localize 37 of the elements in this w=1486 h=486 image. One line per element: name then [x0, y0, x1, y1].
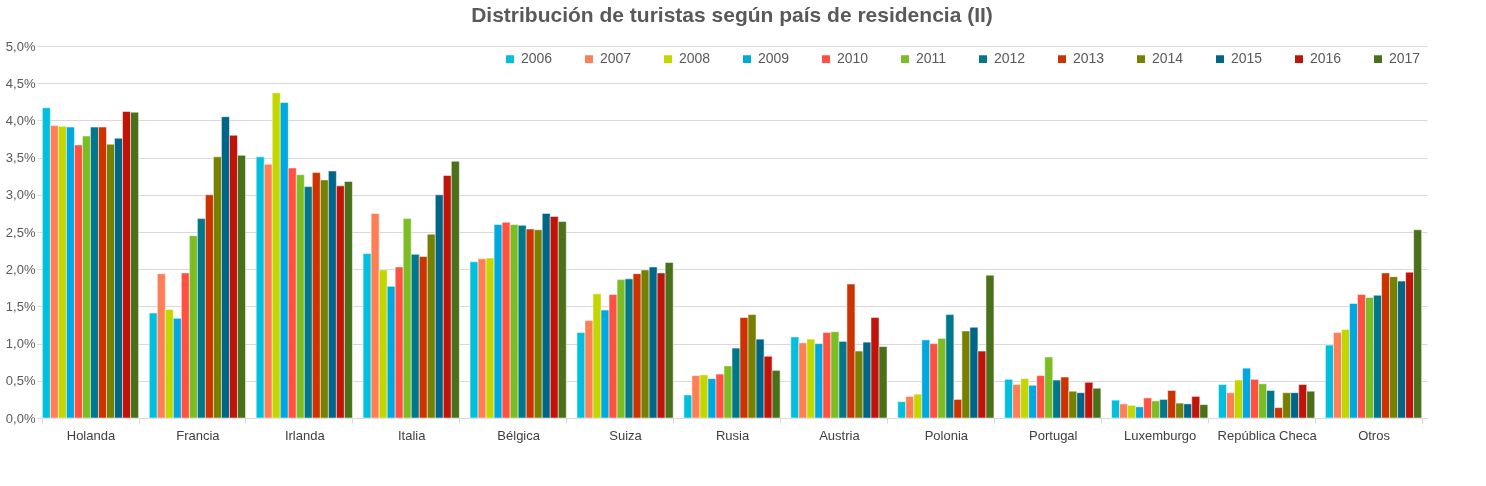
x-tick-label: Polonia	[924, 427, 969, 443]
x-tick-label: Austria	[819, 427, 861, 443]
y-tick-label: 3,5%	[5, 150, 36, 166]
x-tick-label: Francia	[176, 427, 221, 443]
y-tick-label: 1,0%	[5, 336, 36, 352]
x-tick-label: Irlanda	[284, 427, 326, 443]
y-tick-label: 2,0%	[5, 261, 36, 277]
y-tick-label: 0,0%	[5, 410, 36, 426]
chart-title: Distribución de turistas según país de residencia (II)	[471, 3, 993, 26]
x-tick-label: Holanda	[66, 427, 116, 443]
legend-label: 2012	[994, 50, 1026, 67]
x-tick-label: Portugal	[1029, 427, 1078, 443]
x-tick-label: Suiza	[609, 427, 643, 443]
y-tick-label: 0,5%	[5, 373, 36, 389]
legend-label: 2014	[1152, 50, 1184, 67]
y-tick-label: 4,0%	[5, 112, 36, 128]
legend-label: 2006	[521, 50, 553, 67]
legend-label: 2011	[916, 50, 947, 67]
legend-label: 2015	[1231, 50, 1263, 67]
x-tick-label: Italia	[398, 427, 427, 443]
y-tick-label: 4,5%	[5, 75, 36, 91]
y-tick-label: 5,0%	[5, 38, 36, 54]
x-tick-label: Bélgica	[497, 427, 541, 443]
y-tick-label: 3,0%	[5, 187, 36, 203]
legend-label: 2010	[837, 50, 869, 67]
legend-label: 2009	[758, 50, 790, 67]
x-tick-label: Otros	[1358, 427, 1391, 443]
x-tick-label: Rusia	[715, 427, 750, 443]
y-tick-label: 1,5%	[5, 298, 36, 314]
legend-label: 2008	[679, 50, 711, 67]
x-tick-label: Luxemburgo	[1124, 427, 1197, 443]
y-tick-label: 2,5%	[5, 224, 36, 240]
legend-label: 2013	[1073, 50, 1105, 67]
legend-label: 2017	[1389, 50, 1421, 67]
x-tick-label: República Checa	[1217, 427, 1318, 443]
legend-label: 2007	[600, 50, 632, 67]
legend-label: 2016	[1310, 50, 1342, 67]
